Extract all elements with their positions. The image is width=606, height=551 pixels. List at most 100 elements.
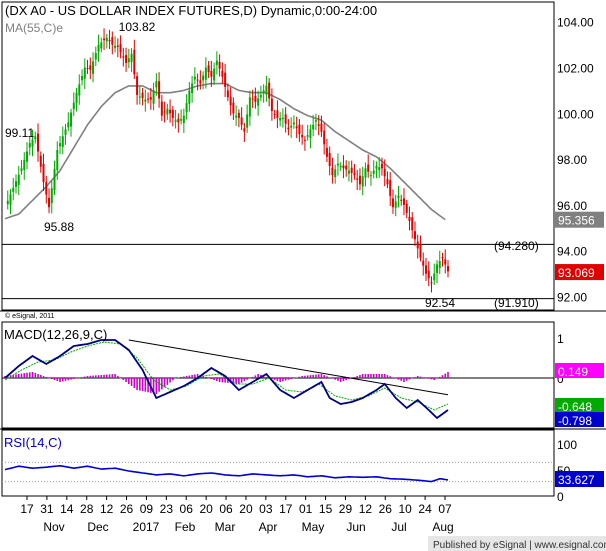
macd-histogram-bar [372, 374, 375, 378]
candle-body [155, 81, 158, 88]
macd-histogram-bar [235, 378, 237, 384]
candle-body [17, 174, 20, 185]
candle-body [350, 167, 353, 173]
candle-body [31, 139, 34, 147]
macd-histogram-bar [438, 376, 441, 378]
candle-body [67, 122, 70, 128]
macd-histogram-bar [183, 376, 185, 378]
macd-histogram-bar [144, 378, 147, 392]
candle-body [133, 49, 136, 75]
candle-body [386, 179, 389, 185]
macd-histogram-bar [213, 378, 215, 380]
candle-body [356, 178, 359, 180]
candle-body [149, 97, 152, 100]
candle-body [169, 109, 172, 114]
macd-histogram-bar [95, 375, 97, 378]
macd-histogram-bar [141, 378, 144, 392]
macd-histogram-bar [287, 378, 290, 380]
macd-histogram-bar [416, 376, 419, 378]
macd-histogram-bar [356, 376, 358, 378]
candle-body [380, 163, 383, 169]
candle-body [92, 61, 95, 74]
price-tag-box [555, 264, 604, 281]
candle-body [292, 122, 295, 125]
macd-value-tag-label: 0.149 [558, 365, 588, 379]
x-day-label: 23 [160, 502, 174, 516]
macd-histogram-bar [403, 378, 405, 382]
macd-trendline [128, 339, 449, 396]
candle-body [424, 265, 427, 274]
macd-histogram-bar [348, 378, 350, 379]
candle-body [61, 136, 64, 147]
macd-histogram-bar [180, 377, 182, 378]
candle-body [413, 231, 416, 240]
candle-body [72, 102, 75, 110]
macd-histogram-bar [163, 378, 166, 388]
candle-body [196, 79, 199, 81]
x-month-label: Aug [432, 520, 453, 534]
macd-histogram-bar [339, 378, 342, 382]
candle-body [405, 203, 408, 213]
macd-histogram-bar [326, 376, 328, 378]
macd-histogram-bar [386, 375, 389, 378]
candle-body [122, 56, 125, 58]
macd-histogram-bar [320, 374, 323, 378]
macd-histogram-bar [125, 378, 127, 382]
macd-histogram-bar [59, 378, 61, 382]
x-day-label: 03 [259, 502, 273, 516]
macd-histogram-bar [117, 376, 119, 378]
macd-histogram-bar [194, 374, 196, 378]
macd-histogram-bar [147, 378, 149, 393]
macd-histogram-bar [42, 376, 45, 378]
macd-histogram-bar [166, 378, 169, 385]
rsi-line [4, 464, 449, 483]
candle-body [207, 65, 210, 73]
price-tag-box [555, 211, 604, 228]
macd-histogram-bar [23, 373, 26, 378]
macd-histogram-bar [273, 378, 276, 380]
x-day-label: 10 [399, 502, 413, 516]
macd-histogram-bar [334, 378, 336, 380]
macd-histogram-bar [364, 374, 367, 378]
candle-body [158, 81, 161, 99]
macd-histogram-bar [389, 376, 392, 378]
candle-body [152, 90, 155, 104]
macd-histogram-bar [67, 378, 70, 381]
macd-histogram-bar [218, 378, 221, 382]
macd-value-tag-label: -0.648 [558, 400, 592, 414]
candle-body [48, 197, 51, 208]
candle-body [127, 58, 130, 63]
x-day-label: 26 [379, 502, 393, 516]
candle-body [182, 115, 185, 124]
candle-body [433, 273, 436, 281]
macd-histogram-bar [290, 378, 292, 379]
rsi-chart: 10050033.627 [2, 438, 604, 504]
x-month-label: Mar [215, 520, 236, 534]
candle-body [171, 109, 174, 118]
macd-histogram-bar [89, 375, 92, 378]
candle-body [229, 96, 232, 106]
macd-histogram-bar [331, 378, 334, 379]
macd-histogram-bar [70, 378, 72, 380]
price-tick-label: 104.00 [557, 16, 594, 30]
candle-body [408, 216, 411, 221]
candle-body [64, 129, 67, 135]
macd-histogram-bar [408, 378, 411, 380]
rsi-tick-label: 100 [557, 438, 577, 452]
macd-histogram-bar [243, 378, 246, 382]
candle-body [435, 264, 438, 273]
candle-body [199, 80, 202, 84]
candlestick-series [6, 28, 449, 293]
candle-body [20, 168, 23, 171]
macd-histogram-bar [397, 378, 400, 380]
candle-body [325, 147, 328, 157]
macd-histogram-bar [196, 374, 199, 378]
macd-line [4, 339, 449, 420]
candle-body [342, 165, 345, 169]
candle-body [268, 82, 271, 99]
candle-body [163, 111, 166, 113]
candle-body [232, 102, 235, 114]
macd-histogram-bar [284, 378, 287, 381]
x-month-label: Nov [43, 520, 64, 534]
